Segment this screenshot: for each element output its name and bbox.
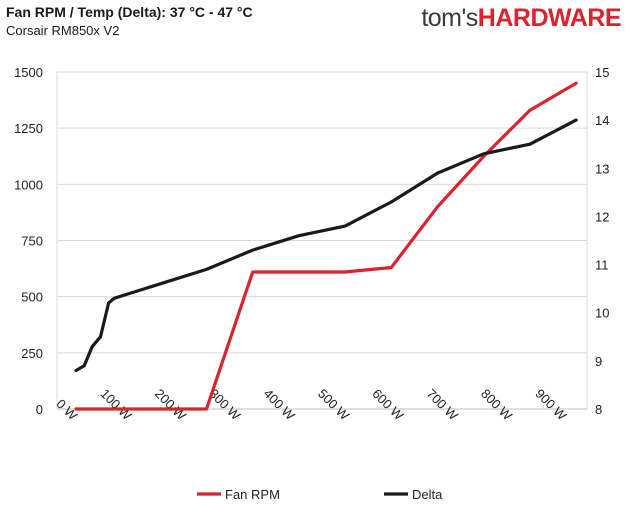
x-tick-label-6: 600 W: [369, 386, 407, 424]
x-tick-label-8: 800 W: [478, 386, 516, 424]
y-left-tick-label-4: 1000: [14, 177, 43, 192]
y-right-tick-label-7: 15: [595, 65, 609, 80]
y-left-tick-label-5: 1250: [14, 121, 43, 136]
legend-label-delta: Delta: [412, 487, 443, 502]
y-right-tick-label-0: 8: [595, 402, 602, 417]
x-tick-label-2: 200 W: [152, 386, 190, 424]
x-tick-label-7: 700 W: [424, 386, 462, 424]
y-left-tick-label-6: 1500: [14, 65, 43, 80]
logo-text-hardware: HARDWARE: [477, 4, 622, 32]
y-right-tick-label-4: 12: [595, 209, 609, 224]
chart-subtitle: Corsair RM850x V2: [6, 23, 120, 38]
toms-hardware-logo: tom'sHARDWARE: [421, 6, 621, 31]
chart-title: Fan RPM / Temp (Delta): 37 °C - 47 °C: [6, 4, 253, 20]
y-left-tick-label-2: 500: [21, 290, 43, 305]
x-tick-label-9: 900 W: [532, 386, 570, 424]
y-right-tick-label-2: 10: [595, 306, 609, 321]
y-right-tick-label-6: 14: [595, 113, 609, 128]
series-line-delta: [74, 118, 578, 373]
logo-text-toms: tom's: [421, 4, 478, 32]
x-tick-label-5: 500 W: [315, 386, 353, 424]
y-right-tick-label-5: 13: [595, 161, 609, 176]
y-left-tick-label-3: 750: [21, 234, 43, 249]
y-right-tick-label-3: 11: [595, 258, 609, 273]
y-right-tick-label-1: 9: [595, 354, 602, 369]
x-tick-label-1: 100 W: [98, 386, 136, 424]
y-left-tick-label-0: 0: [36, 402, 43, 417]
x-tick-label-4: 400 W: [261, 386, 299, 424]
series-line-fan-rpm: [74, 81, 578, 411]
legend-label-fan-rpm: Fan RPM: [225, 487, 280, 502]
y-left-tick-label-1: 250: [21, 346, 43, 361]
